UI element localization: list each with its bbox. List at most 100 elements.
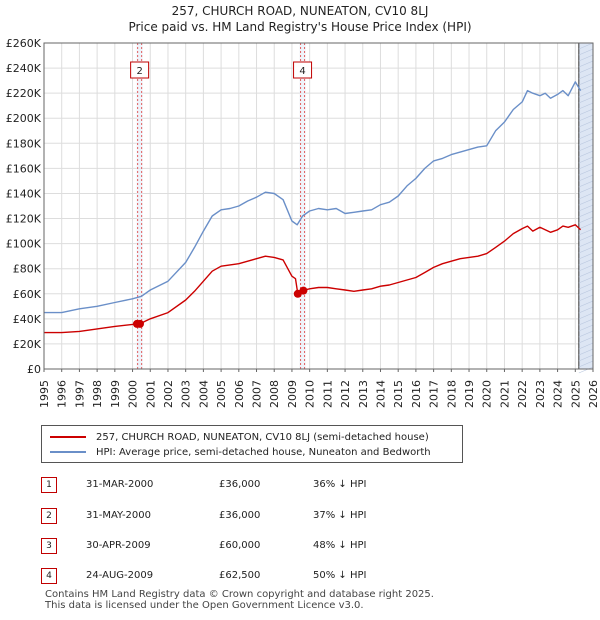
- y-tick-label: £20K: [13, 338, 42, 351]
- shaded-region-hatch: [578, 222, 594, 230]
- marker-label: 2: [136, 66, 142, 77]
- transaction-hpi-diff: 48% ↓ HPI: [313, 540, 367, 551]
- x-tick-label: 2016: [410, 380, 423, 408]
- transaction-date: 31-MAY-2000: [86, 510, 152, 521]
- shaded-region-hatch: [578, 282, 594, 290]
- x-tick-label: 2014: [374, 380, 387, 408]
- footer: Contains HM Land Registry data © Crown c…: [45, 589, 434, 611]
- chart-legend: 257, CHURCH ROAD, NUNEATON, CV10 8LJ (se…: [41, 425, 463, 463]
- shaded-region-hatch: [578, 90, 594, 98]
- shaded-region-hatch: [578, 102, 594, 110]
- transaction-date: 31-MAR-2000: [86, 479, 154, 490]
- shaded-region-hatch: [578, 126, 594, 134]
- shaded-region-hatch: [578, 354, 594, 362]
- shaded-region-hatch: [578, 318, 594, 326]
- shaded-region-hatch: [578, 84, 594, 92]
- x-tick-label: 2010: [304, 380, 317, 408]
- shaded-region-hatch: [578, 54, 594, 62]
- legend-item-hpi: HPI: Average price, semi-detached house,…: [50, 445, 431, 459]
- transaction-number: 2: [41, 508, 57, 524]
- transaction-price: £62,500: [219, 570, 261, 581]
- shaded-region-hatch: [578, 198, 594, 206]
- marker-label-box: [293, 61, 313, 79]
- legend-label-hpi: HPI: Average price, semi-detached house,…: [96, 446, 431, 458]
- transaction-price: £36,000: [219, 510, 261, 521]
- shaded-region-hatch: [578, 162, 594, 170]
- shaded-region-hatch: [578, 294, 594, 302]
- shaded-region-hatch: [578, 66, 594, 74]
- shaded-region-hatch: [578, 270, 594, 278]
- x-tick-label: 2023: [534, 380, 547, 408]
- legend-swatch-price: [50, 436, 86, 438]
- shaded-region-hatch: [578, 168, 594, 176]
- shaded-region-hatch: [578, 276, 594, 284]
- transaction-date: 30-APR-2009: [86, 540, 151, 551]
- x-tick-label: 2013: [357, 380, 370, 408]
- x-tick-label: 1995: [38, 380, 51, 408]
- price-chart: 2 4 £0 £20K £40K £60K £80K £100K £120K £140K £160…: [6, 37, 600, 408]
- transaction-number: 3: [41, 538, 57, 554]
- shaded-region-hatch: [578, 216, 594, 224]
- y-tick-label: £240K: [6, 62, 42, 75]
- transaction-point: [135, 319, 144, 328]
- shaded-region-hatch: [578, 108, 594, 116]
- y-tick-label: £80K: [13, 263, 42, 276]
- shaded-region-hatch: [578, 288, 594, 296]
- y-tick-label: £60K: [13, 288, 42, 301]
- y-tick-label: £160K: [6, 162, 42, 175]
- x-tick-label: 2017: [428, 380, 441, 408]
- x-tick-label: 2000: [127, 380, 140, 408]
- y-tick-label: £200K: [6, 112, 42, 125]
- marker-band: [136, 43, 143, 369]
- x-tick-label: 1999: [109, 380, 122, 408]
- transaction-hpi-diff: 50% ↓ HPI: [313, 570, 367, 581]
- y-tick-label: £120K: [6, 213, 42, 226]
- shaded-region-hatch: [578, 228, 594, 236]
- shaded-region-hatch: [578, 336, 594, 344]
- x-tick-label: 2007: [251, 380, 264, 408]
- shaded-region-hatch: [578, 204, 594, 212]
- transaction-point: [299, 286, 308, 295]
- y-tick-label: £40K: [13, 313, 42, 326]
- transaction-number: 4: [41, 568, 57, 584]
- chart-title: 257, CHURCH ROAD, NUNEATON, CV10 8LJ: [171, 4, 429, 18]
- transaction-price: £36,000: [219, 479, 261, 490]
- shaded-region-hatch: [578, 150, 594, 158]
- shaded-region-hatch: [578, 114, 594, 122]
- x-tick-label: 2001: [144, 380, 157, 408]
- transaction-price: £60,000: [219, 540, 261, 551]
- shaded-region-hatch: [578, 246, 594, 254]
- shaded-region-hatch: [578, 186, 594, 194]
- x-tick-label: 2004: [197, 380, 210, 408]
- shaded-region-hatch: [578, 252, 594, 260]
- transaction-hpi-diff: 36% ↓ HPI: [313, 479, 367, 490]
- x-tick-label: 2002: [162, 380, 175, 408]
- y-tick-label: £140K: [6, 187, 42, 200]
- x-tick-label: 2024: [552, 380, 565, 408]
- x-tick-label: 2022: [516, 380, 529, 408]
- y-tick-label: £260K: [6, 37, 42, 50]
- legend-swatch-hpi: [50, 451, 86, 453]
- shaded-region-hatch: [578, 174, 594, 182]
- shaded-region-hatch: [578, 42, 594, 50]
- shaded-region-hatch: [578, 210, 594, 218]
- chart-subtitle: Price paid vs. HM Land Registry's House …: [128, 20, 472, 34]
- shaded-region-hatch: [578, 60, 594, 68]
- x-tick-label: 2020: [481, 380, 494, 408]
- hpi-series-line: [44, 81, 582, 314]
- x-tick-label: 2003: [180, 380, 193, 408]
- shaded-region-hatch: [578, 330, 594, 338]
- shaded-region-hatch: [578, 312, 594, 320]
- y-tick-label: £100K: [6, 238, 42, 251]
- marker-band: [299, 43, 306, 369]
- shaded-region-hatch: [578, 366, 594, 374]
- legend-label-price: 257, CHURCH ROAD, NUNEATON, CV10 8LJ (se…: [96, 431, 429, 443]
- shaded-region-hatch: [578, 156, 594, 164]
- shaded-region-hatch: [578, 192, 594, 200]
- transaction-row: 3 30-APR-2009 £60,000 48% ↓ HPI: [41, 538, 600, 558]
- x-tick-label: 2026: [587, 380, 600, 408]
- x-tick-label: 2011: [321, 380, 334, 408]
- transaction-row: 1 31-MAR-2000 £36,000 36% ↓ HPI: [41, 477, 600, 497]
- x-tick-label: 2015: [392, 380, 405, 408]
- x-tick-label: 2025: [569, 380, 582, 408]
